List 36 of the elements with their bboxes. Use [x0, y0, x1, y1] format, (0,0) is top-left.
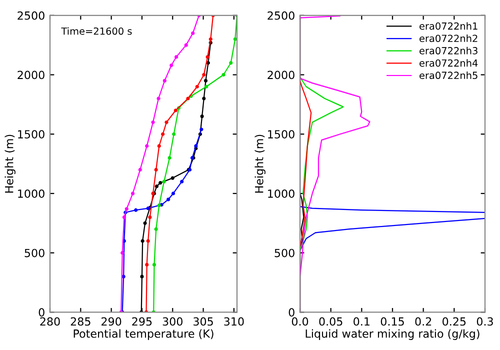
- y-tick-label: 1500: [268, 130, 294, 138]
- y-tick-label: 2500: [18, 11, 44, 20]
- x-tick-label: 310: [224, 317, 244, 326]
- y-axis-title: Height (m): [4, 134, 16, 193]
- legend-label: era0722nh2: [420, 34, 478, 42]
- x-tick-label: 0.25: [442, 317, 466, 326]
- x-tick-label: 295: [132, 317, 152, 326]
- x-tick-label: 305: [194, 317, 213, 326]
- x-axis-title: Potential temperature (K): [74, 329, 214, 340]
- y-axis-title: Height (m): [254, 134, 266, 193]
- x-tick-label: 0.2: [415, 317, 432, 326]
- y-tick-label: 1000: [268, 189, 294, 198]
- x-tick-label: 300: [162, 317, 182, 326]
- x-tick-label: 0.3: [476, 317, 493, 326]
- x-tick-label: 285: [70, 317, 90, 326]
- x-tick-label: 0.1: [354, 317, 370, 326]
- y-tick-label: 0: [38, 308, 44, 317]
- legend-label: era0722nh1: [420, 22, 478, 30]
- y-tick-label: 500: [274, 248, 294, 258]
- y-tick-label: 2500: [268, 11, 294, 20]
- x-tick-label: 290: [102, 317, 122, 326]
- annotation: Time=21600 s: [61, 27, 132, 35]
- y-tick-label: 2000: [268, 70, 294, 80]
- y-tick-label: 1500: [18, 130, 44, 138]
- x-tick-label: 0.15: [380, 317, 404, 326]
- y-tick-label: 500: [24, 248, 44, 258]
- x-tick-label: 0.05: [319, 317, 342, 326]
- y-tick-label: 1000: [18, 189, 44, 198]
- x-axis-title: Liquid water mixing ratio (g/kg): [306, 329, 480, 340]
- y-tick-label: 2000: [18, 70, 44, 80]
- legend-label: era0722nh4: [420, 59, 478, 67]
- legend-label: era0722nh5: [420, 72, 478, 80]
- legend-label: era0722nh3: [420, 46, 478, 54]
- y-tick-label: 0: [288, 308, 294, 317]
- x-tick-label: 0.0: [292, 317, 308, 326]
- x-tick-label: 280: [40, 317, 60, 326]
